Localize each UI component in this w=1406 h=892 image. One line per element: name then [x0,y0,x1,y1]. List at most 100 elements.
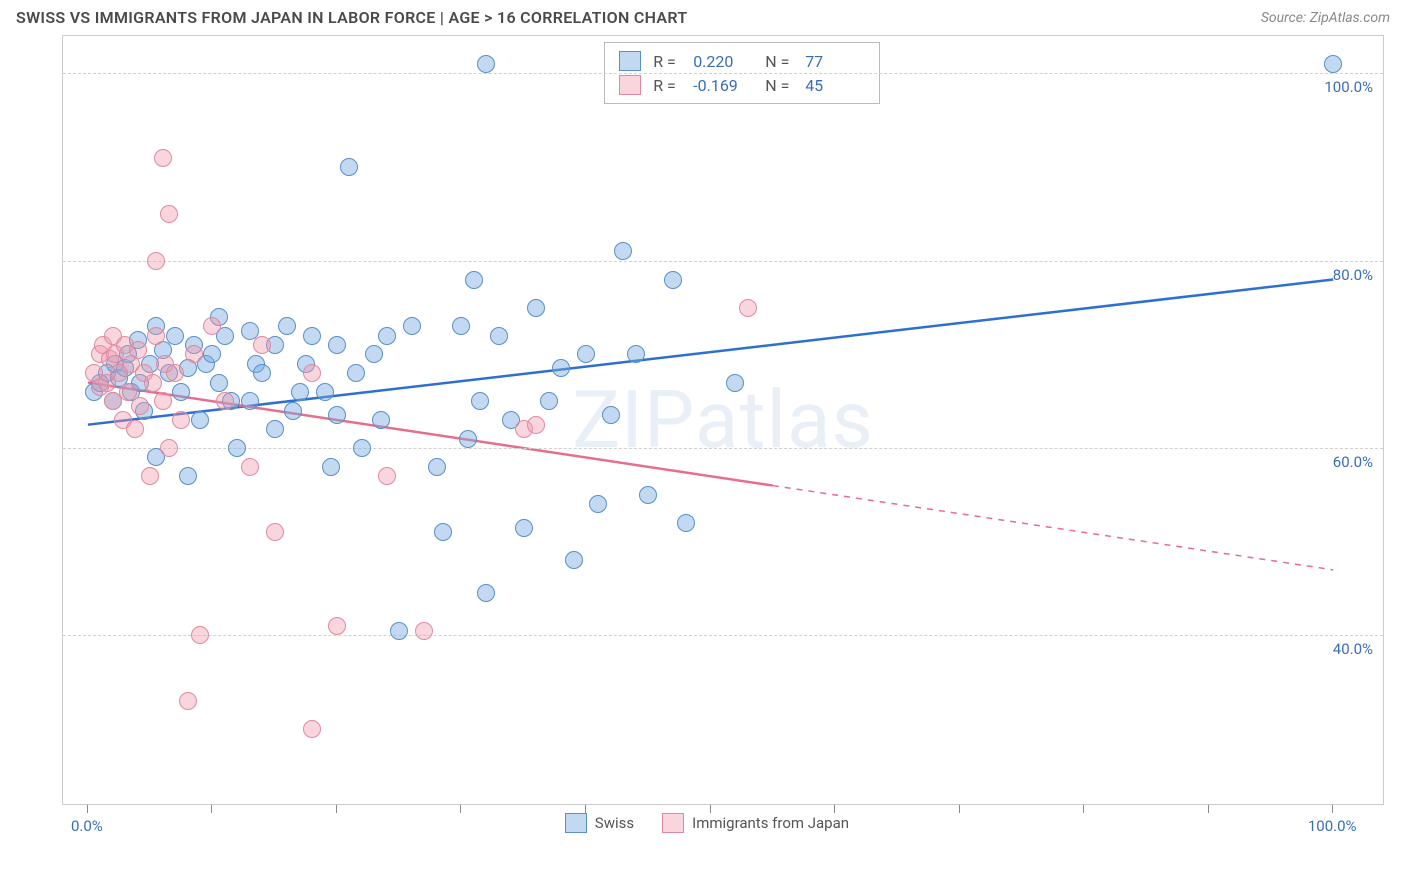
scatter-point [390,622,408,640]
x-tick-mark [336,805,337,813]
legend-row-swiss: R = 0.220 N = 77 [619,49,865,73]
scatter-point [126,420,144,438]
legend-swatch-swiss-icon [565,813,587,833]
scatter-point [328,336,346,354]
scatter-point [253,336,271,354]
legend-item-japan: Immigrants from Japan [662,813,849,833]
scatter-point [316,383,334,401]
scatter-point [129,341,147,359]
legend-swatch-swiss [619,51,641,71]
scatter-point [185,345,203,363]
r-label: R = [653,52,681,71]
scatter-point [266,523,284,541]
legend-label-japan: Immigrants from Japan [692,814,849,832]
scatter-point [328,406,346,424]
gridline [63,261,1383,262]
scatter-point [726,374,744,392]
scatter-point [372,411,390,429]
trendline-dashed [773,486,1333,570]
x-tick-mark [460,805,461,813]
scatter-point [552,359,570,377]
scatter-point [664,271,682,289]
x-tick-mark [959,805,960,813]
scatter-point [403,317,421,335]
chart-container: In Labor Force | Age > 16 ZIPatlas R = 0… [12,35,1394,835]
scatter-point [540,392,558,410]
scatter-point [284,402,302,420]
scatter-point [166,327,184,345]
scatter-point [172,411,190,429]
scatter-point [160,205,178,223]
x-tick-label-left: 0.0% [71,817,103,835]
scatter-point [154,392,172,410]
scatter-point [241,458,259,476]
scatter-point [154,149,172,167]
legend-row-japan: R = -0.169 N = 45 [619,73,865,97]
n-label: N = [765,76,793,95]
scatter-point [527,299,545,317]
scatter-point [347,364,365,382]
n-value-swiss: 77 [805,52,865,71]
scatter-point [434,523,452,541]
scatter-point [614,242,632,260]
chart-source: Source: ZipAtlas.com [1261,10,1390,26]
x-tick-label-right: 100.0% [1308,817,1357,835]
scatter-point [452,317,470,335]
scatter-point [677,514,695,532]
x-tick-mark [1208,805,1209,813]
scatter-point [266,420,284,438]
scatter-point [228,439,246,457]
scatter-point [471,392,489,410]
x-tick-mark [1083,805,1084,813]
scatter-point [515,519,533,537]
scatter-point [191,411,209,429]
scatter-point [166,364,184,382]
scatter-point [565,551,583,569]
scatter-point [179,467,197,485]
scatter-point [328,617,346,635]
legend-label-swiss: Swiss [595,814,634,832]
scatter-point [428,458,446,476]
scatter-point [147,252,165,270]
scatter-point [131,397,149,415]
scatter-point [303,364,321,382]
scatter-point [147,327,165,345]
x-tick-mark [585,805,586,813]
chart-header: SWISS VS IMMIGRANTS FROM JAPAN IN LABOR … [0,0,1406,35]
r-value-swiss: 0.220 [693,52,753,71]
r-value-japan: -0.169 [693,76,753,95]
legend-swatch-japan [619,75,641,95]
trend-lines [63,36,1383,804]
y-tick-label: 100.0% [1324,78,1373,96]
chart-title: SWISS VS IMMIGRANTS FROM JAPAN IN LABOR … [16,8,688,27]
x-tick-mark [87,805,88,813]
scatter-point [322,458,340,476]
scatter-point [365,345,383,363]
scatter-point [490,327,508,345]
r-label: R = [653,76,681,95]
plot-area: ZIPatlas R = 0.220 N = 77 R = -0.169 N =… [62,35,1384,805]
scatter-point [144,374,162,392]
scatter-point [353,439,371,457]
scatter-point [465,271,483,289]
series-legend: Swiss Immigrants from Japan [565,813,849,833]
scatter-point [172,383,190,401]
legend-swatch-japan-icon [662,813,684,833]
scatter-point [253,364,271,382]
scatter-point [378,467,396,485]
x-tick-mark [710,805,711,813]
scatter-point [627,345,645,363]
scatter-point [577,345,595,363]
scatter-point [477,584,495,602]
x-tick-mark [1332,805,1333,813]
scatter-point [203,317,221,335]
scatter-point [602,406,620,424]
scatter-point [141,467,159,485]
scatter-point [278,317,296,335]
scatter-point [415,622,433,640]
scatter-point [527,416,545,434]
scatter-point [291,383,309,401]
gridline [63,73,1383,74]
scatter-point [303,720,321,738]
scatter-point [739,299,757,317]
